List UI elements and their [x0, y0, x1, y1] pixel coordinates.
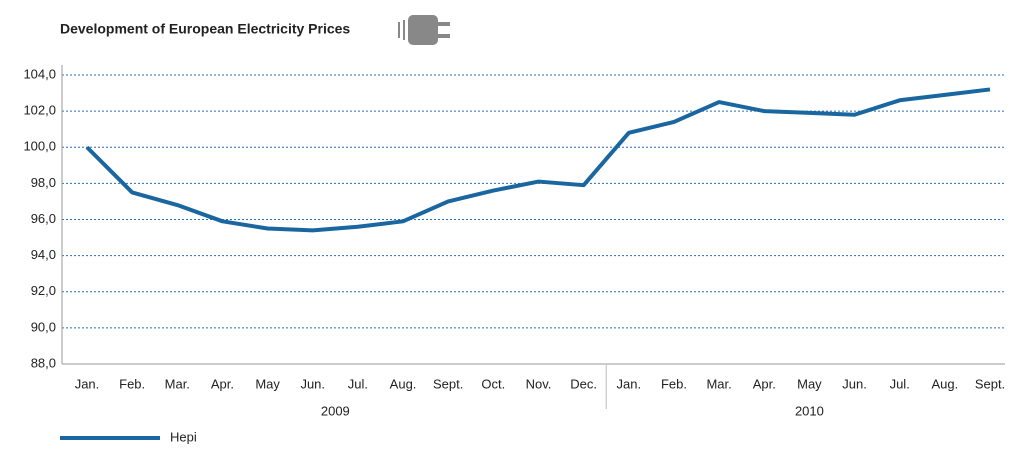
- y-tick-label: 90,0: [31, 319, 56, 334]
- x-tick-label: Apr.: [753, 376, 776, 391]
- chart-title: Development of European Electricity Pric…: [60, 21, 350, 37]
- x-tick-label: Jun.: [842, 376, 867, 391]
- y-tick-label: 92,0: [31, 283, 56, 298]
- y-tick-label: 98,0: [31, 175, 56, 190]
- x-tick-label: Jan.: [617, 376, 642, 391]
- x-tick-label: Jul.: [348, 376, 368, 391]
- x-tick-label: Dec.: [570, 376, 597, 391]
- x-tick-label: Aug.: [931, 376, 958, 391]
- x-tick-label: Feb.: [661, 376, 687, 391]
- y-tick-label: 102,0: [23, 103, 56, 118]
- x-tick-label: Mar.: [706, 376, 731, 391]
- plug-icon: [398, 15, 450, 45]
- x-tick-label: Aug.: [390, 376, 417, 391]
- x-tick-label: Sept.: [433, 376, 463, 391]
- x-tick-label: Nov.: [526, 376, 552, 391]
- legend-label: Hepi: [170, 429, 197, 444]
- y-tick-label: 96,0: [31, 211, 56, 226]
- x-tick-label: Sept.: [975, 376, 1005, 391]
- y-tick-label: 104,0: [23, 66, 56, 81]
- x-tick-label: Mar.: [165, 376, 190, 391]
- y-tick-label: 94,0: [31, 247, 56, 262]
- y-tick-label: 88,0: [31, 355, 56, 370]
- x-tick-label: Apr.: [211, 376, 234, 391]
- x-tick-label: Jun.: [300, 376, 325, 391]
- x-tick-label: May: [255, 376, 280, 391]
- x-tick-label: Oct.: [481, 376, 505, 391]
- data-line: [85, 87, 991, 233]
- group-label: 2010: [795, 403, 824, 418]
- x-tick-label: Jul.: [890, 376, 910, 391]
- x-tick-label: May: [797, 376, 822, 391]
- x-tick-label: Feb.: [119, 376, 145, 391]
- x-tick-label: Jan.: [75, 376, 100, 391]
- group-label: 2009: [321, 403, 350, 418]
- y-tick-label: 100,0: [23, 139, 56, 154]
